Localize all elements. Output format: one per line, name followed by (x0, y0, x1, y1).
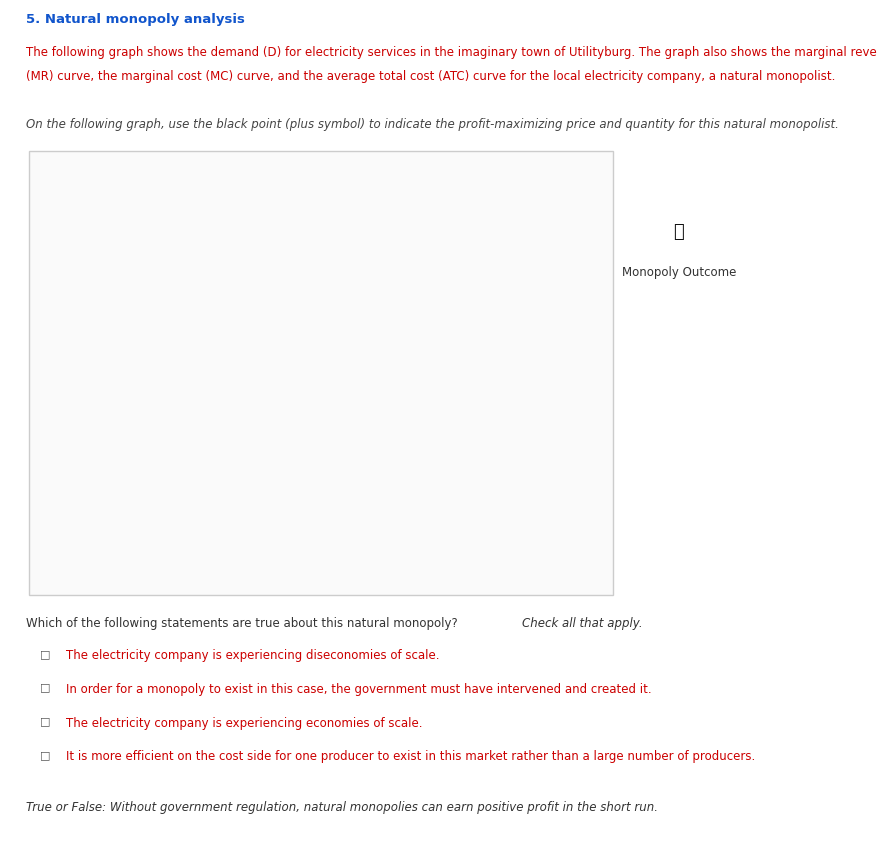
Text: □: □ (39, 749, 50, 760)
Text: On the following graph, use the black point (plus symbol) to indicate the profit: On the following graph, use the black po… (26, 118, 838, 131)
Text: (MR) curve, the marginal cost (MC) curve, and the average total cost (ATC) curve: (MR) curve, the marginal cost (MC) curve… (26, 70, 835, 83)
Text: The electricity company is experiencing economies of scale.: The electricity company is experiencing … (66, 716, 422, 728)
X-axis label: QUANTITY (Thousands of kilowatt-hours): QUANTITY (Thousands of kilowatt-hours) (190, 571, 403, 582)
Text: ATC: ATC (411, 468, 431, 478)
Text: In order for a monopoly to exist in this case, the government must have interven: In order for a monopoly to exist in this… (66, 682, 651, 695)
Text: □: □ (39, 682, 50, 692)
Text: The following graph shows the demand (D) for electricity services in the imagina: The following graph shows the demand (D)… (26, 46, 877, 59)
Text: □: □ (39, 648, 50, 658)
Text: ?: ? (582, 171, 591, 185)
Text: Monopoly Outcome: Monopoly Outcome (621, 266, 735, 279)
Text: 5. Natural monopoly analysis: 5. Natural monopoly analysis (26, 13, 245, 25)
Text: The electricity company is experiencing diseconomies of scale.: The electricity company is experiencing … (66, 648, 438, 661)
Text: True or False: Without government regulation, natural monopolies can earn positi: True or False: Without government regula… (26, 800, 658, 813)
Text: It is more efficient on the cost side for one producer to exist in this market r: It is more efficient on the cost side fo… (66, 749, 754, 762)
Text: MC: MC (444, 503, 460, 513)
Text: ➕: ➕ (673, 223, 683, 241)
Text: □: □ (39, 716, 50, 726)
Text: Which of the following statements are true about this natural monopoly?: Which of the following statements are tr… (26, 616, 461, 629)
Y-axis label: PRICE (Cents per Kilowatt-hour): PRICE (Cents per Kilowatt-hour) (58, 293, 68, 458)
Text: D: D (487, 536, 495, 546)
Text: Check all that apply.: Check all that apply. (522, 616, 642, 629)
Text: MR: MR (264, 536, 280, 546)
